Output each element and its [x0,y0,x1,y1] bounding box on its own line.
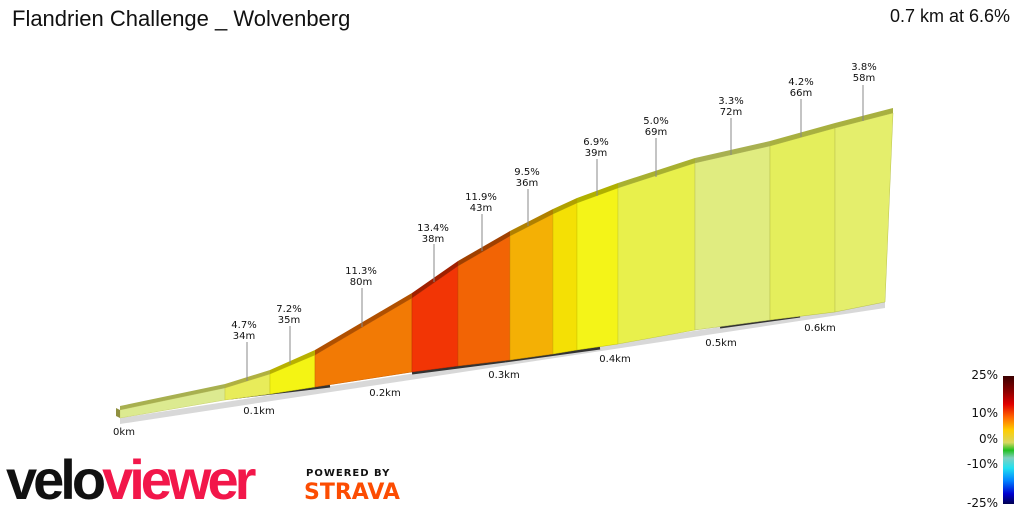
page-title: Flandrien Challenge _ Wolvenberg [12,6,351,31]
segment-length: 38m [422,234,444,245]
x-tick-label: 0.4km [599,354,630,365]
legend-label-10: 10% [971,406,998,420]
legend-label-minus25: -25% [966,496,998,510]
segment-6 [457,235,511,367]
segment-length: 72m [720,107,742,118]
segment-11 [694,145,771,331]
strava-logo: STRAVA [304,480,400,505]
segment-gradient: 6.9% [583,137,608,148]
segment-gradient: 11.3% [345,266,377,277]
segment-gradient: 5.0% [643,116,668,127]
profile-base [120,302,885,424]
logo-velo: velo [6,448,106,511]
segment-9 [576,187,619,351]
segment-10 [617,162,696,345]
segment-gradient: 3.3% [718,96,743,107]
x-tick-label: 0.1km [243,406,274,417]
profile-top-edge [116,108,893,418]
segments [119,112,894,419]
segment-length: 58m [853,73,875,84]
segment-length: 35m [278,315,300,326]
veloviewer-logo: veloviewer [6,452,256,508]
segment-length: 36m [516,178,538,189]
x-tick-label: 0.5km [705,338,736,349]
gradient-colorbar [1003,376,1014,504]
segment-gradient: 3.8% [851,62,876,73]
segment-13 [834,112,894,313]
logo-viewer: viewer [102,448,256,511]
segment-length: 43m [470,203,492,214]
segment-gradient: 11.9% [465,192,497,203]
segment-12 [769,127,836,321]
x-axis-labels: 0km 0.1km 0.2km 0.3km 0.4km 0.5km 0.6km [113,323,836,438]
gradient-color-legend: 25% 10% 0% -10% -25% [960,364,1024,512]
segment-length: 69m [645,127,667,138]
segment-gradient: 7.2% [276,304,301,315]
segment-gradient: 4.7% [231,320,256,331]
x-tick-label: 0.6km [804,323,835,334]
segment-length: 66m [790,88,812,99]
segment-labels: 4.7% 34m 7.2% 35m 11.3% 80m 13.4% 38m 11… [231,62,876,342]
segment-8 [552,202,578,355]
segment-length: 34m [233,331,255,342]
segment-7 [509,213,554,361]
segment-gradient: 4.2% [788,77,813,88]
legend-label-25: 25% [971,368,998,382]
segment-gradient: 13.4% [417,223,449,234]
climb-summary: 0.7 km at 6.6% [889,6,1010,26]
callout-lines [246,85,864,381]
legend-label-minus10: -10% [966,457,998,471]
powered-by-label: POWERED BY [306,468,391,479]
x-tick-label: 0.2km [369,388,400,399]
segment-gradient: 9.5% [514,167,539,178]
x-tick-label: 0km [113,427,135,438]
x-tick-label: 0.3km [488,370,519,381]
segment-length: 39m [585,148,607,159]
segment-length: 80m [350,277,372,288]
legend-label-0: 0% [978,432,998,446]
